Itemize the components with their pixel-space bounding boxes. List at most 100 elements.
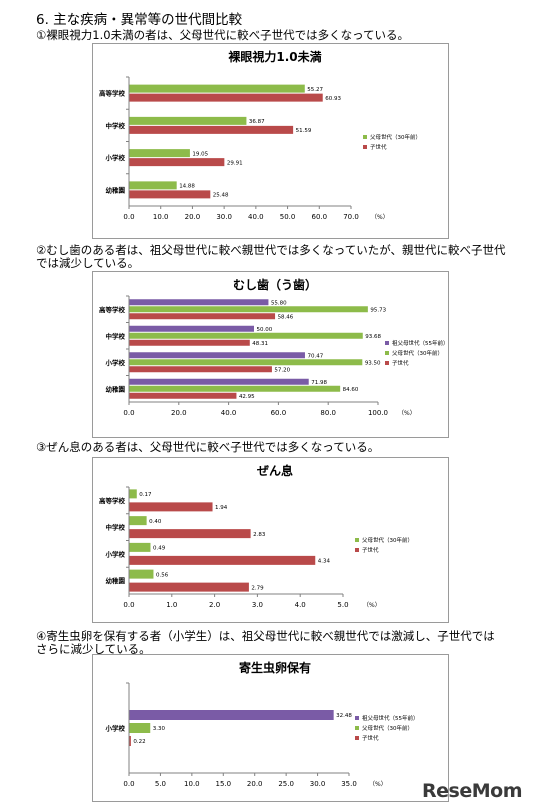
data-label: 50.00 bbox=[257, 327, 273, 333]
data-label: 14.88 bbox=[179, 184, 195, 190]
x-tick-label: 70.0 bbox=[343, 213, 359, 221]
chart-asthma: ぜん息 0.0 1.0 2.0 3.0 4.0 5.0 （%） 高等学校 0.17 1.94 中学校 0… bbox=[92, 457, 449, 623]
bar bbox=[129, 736, 131, 746]
x-tick-label: 35.0 bbox=[341, 780, 357, 788]
category-label: 幼稚園 bbox=[106, 185, 126, 194]
x-axis-unit: （%） bbox=[369, 781, 387, 788]
category-label: 高等学校 bbox=[99, 305, 126, 314]
caption-2: ②むし歯のある者は、祖父母世代に較べ親世代では多くなっていたが、親世代に較べ子世… bbox=[36, 243, 506, 270]
legend-entry: 父母世代（30年前） bbox=[362, 724, 413, 732]
legend-swatch bbox=[385, 351, 389, 355]
data-label: 60.93 bbox=[325, 96, 341, 102]
data-label: 0.40 bbox=[149, 519, 162, 525]
chart-vision-svg: 裸眼視力1.0未満 0.0 10.0 20.0 30.0 40.0 50.0 60.0 70.0… bbox=[99, 49, 421, 221]
category-label: 高等学校 bbox=[99, 89, 126, 98]
chart-vision: 裸眼視力1.0未満 0.0 10.0 20.0 30.0 40.0 50.0 60.0 70.0… bbox=[92, 43, 449, 239]
data-label: 71.98 bbox=[311, 380, 327, 386]
data-label: 19.05 bbox=[192, 151, 208, 157]
x-tick-label: 15.0 bbox=[215, 780, 231, 788]
bar bbox=[129, 516, 147, 526]
bar bbox=[129, 181, 177, 190]
data-label: 2.83 bbox=[253, 532, 266, 538]
legend-entry: 子世代 bbox=[392, 359, 409, 367]
bar bbox=[129, 502, 213, 512]
x-tick-label: 0.0 bbox=[123, 780, 134, 788]
bar bbox=[129, 125, 294, 134]
legend-entry: 父母世代（30年前） bbox=[370, 133, 421, 141]
legend-entry: 祖父母世代（55年前） bbox=[362, 714, 419, 722]
bar bbox=[129, 149, 190, 158]
x-tick-label: 3.0 bbox=[252, 601, 263, 609]
bar bbox=[129, 489, 137, 499]
data-label: 2.79 bbox=[251, 585, 264, 591]
x-tick-label: 30.0 bbox=[310, 780, 326, 788]
category-label: 幼稚園 bbox=[106, 576, 126, 585]
x-tick-label: 30.0 bbox=[216, 213, 232, 221]
section-title: 6. 主な疾病・異常等の世代間比較 bbox=[36, 12, 243, 28]
x-tick-label: 40.0 bbox=[248, 213, 264, 221]
data-label: 3.30 bbox=[153, 726, 166, 732]
bar bbox=[129, 555, 316, 565]
x-tick-label: 20.0 bbox=[185, 213, 201, 221]
category-label: 小学校 bbox=[105, 358, 126, 367]
bar bbox=[129, 93, 323, 102]
x-tick-label: 0.0 bbox=[123, 213, 134, 221]
data-label: 4.34 bbox=[318, 559, 331, 565]
bar bbox=[129, 325, 254, 332]
data-label: 0.22 bbox=[133, 739, 145, 745]
data-label: 48.31 bbox=[252, 341, 268, 347]
chart-title: 寄生虫卵保有 bbox=[239, 660, 311, 675]
x-tick-label: 80.0 bbox=[320, 409, 336, 417]
category-label: 小学校 bbox=[105, 153, 126, 162]
data-label: 0.49 bbox=[153, 546, 166, 552]
legend-swatch bbox=[355, 726, 359, 730]
legend-swatch bbox=[355, 716, 359, 720]
caption-1: ①裸眼視力1.0未満の者は、父母世代に較べ子世代では多くなっている。 bbox=[36, 28, 410, 42]
x-axis-unit: （%） bbox=[398, 410, 416, 417]
bar bbox=[129, 190, 211, 199]
chart-asthma-svg: ぜん息 0.0 1.0 2.0 3.0 4.0 5.0 （%） 高等学校 0.17 1.94 中学校 0… bbox=[99, 463, 413, 609]
bar bbox=[129, 569, 154, 579]
legend-swatch bbox=[385, 361, 389, 365]
bar bbox=[129, 313, 276, 320]
data-label: 1.94 bbox=[215, 505, 228, 511]
data-label: 0.17 bbox=[139, 492, 152, 498]
bar bbox=[129, 306, 368, 313]
legend-entry: 子世代 bbox=[370, 143, 387, 151]
bar bbox=[129, 84, 305, 93]
x-tick-label: 25.0 bbox=[278, 780, 294, 788]
x-tick-label: 20.0 bbox=[171, 409, 187, 417]
category-label: 小学校 bbox=[105, 724, 126, 733]
legend-entry: 祖父母世代（55年前） bbox=[392, 339, 448, 347]
caption-4: ④寄生虫卵を保有する者（小学生）は、祖父母世代に較べ親世代では激減し、子世代では… bbox=[36, 629, 495, 656]
data-label: 58.46 bbox=[278, 314, 294, 320]
legend-entry: 子世代 bbox=[362, 546, 379, 554]
legend-swatch bbox=[355, 736, 359, 740]
bar bbox=[129, 339, 250, 346]
x-axis-unit: （%） bbox=[371, 214, 389, 221]
category-label: 中学校 bbox=[106, 331, 126, 340]
bar bbox=[129, 710, 334, 720]
bar bbox=[129, 332, 363, 339]
data-label: 36.87 bbox=[249, 119, 265, 125]
legend-entry: 父母世代（30年前） bbox=[362, 536, 413, 544]
legend-entry: 子世代 bbox=[362, 734, 379, 742]
bar bbox=[129, 529, 251, 539]
x-tick-label: 0.0 bbox=[123, 601, 134, 609]
x-tick-label: 10.0 bbox=[184, 780, 200, 788]
bar bbox=[129, 158, 225, 167]
bar bbox=[129, 366, 272, 373]
resemom-logo: ReseMom bbox=[422, 780, 522, 802]
x-tick-label: 5.0 bbox=[155, 780, 166, 788]
chart-title: ぜん息 bbox=[257, 463, 293, 478]
bar bbox=[129, 582, 249, 592]
bar bbox=[129, 116, 247, 125]
chart-caries: むし歯（う歯） 0.0 20.0 40.0 60.0 80.0 100.0 （%） 高等学校 55… bbox=[92, 271, 449, 438]
x-tick-label: 60.0 bbox=[271, 409, 287, 417]
data-label: 93.50 bbox=[365, 360, 381, 366]
x-tick-label: 0.0 bbox=[123, 409, 134, 417]
data-label: 42.95 bbox=[239, 394, 255, 400]
x-tick-label: 5.0 bbox=[337, 601, 348, 609]
category-label: 小学校 bbox=[105, 549, 126, 558]
x-tick-label: 100.0 bbox=[368, 409, 388, 417]
